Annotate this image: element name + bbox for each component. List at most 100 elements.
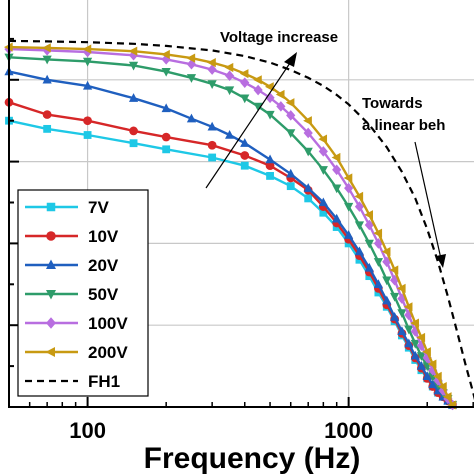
- data-point: [253, 75, 262, 85]
- legend-label: 200V: [88, 343, 128, 362]
- data-point: [396, 283, 406, 293]
- data-point: [373, 279, 383, 288]
- data-point: [45, 347, 55, 357]
- towards-linear-arrow: [414, 141, 446, 268]
- data-point: [331, 152, 341, 163]
- data-point: [42, 110, 52, 119]
- data-point: [344, 202, 354, 212]
- data-point: [332, 213, 342, 223]
- data-point: [286, 168, 296, 178]
- data-point: [354, 221, 365, 231]
- data-point: [46, 290, 56, 300]
- data-point: [161, 103, 171, 113]
- series-fh1: [8, 39, 474, 401]
- data-point: [46, 259, 56, 269]
- data-point: [438, 381, 447, 392]
- legend-items: 7V 10V 20V 50V 100V 200V FH1: [25, 198, 128, 391]
- data-point: [404, 325, 414, 335]
- legend-item: 50V: [25, 285, 119, 304]
- data-point: [82, 44, 92, 54]
- legend-label: 50V: [88, 285, 119, 304]
- data-point: [42, 43, 51, 53]
- data-point: [186, 58, 197, 70]
- data-point: [42, 74, 52, 84]
- data-point: [428, 379, 438, 389]
- data-point: [332, 184, 342, 194]
- data-point: [239, 69, 249, 79]
- legend-label: 100V: [88, 314, 128, 333]
- data-point: [276, 101, 286, 112]
- data-point: [416, 352, 427, 361]
- legend-item: 20V: [25, 256, 119, 275]
- data-point: [207, 58, 216, 68]
- data-point: [253, 102, 263, 112]
- legend-label: 10V: [88, 227, 119, 246]
- data-point: [344, 182, 354, 194]
- data-point: [410, 350, 420, 360]
- data-point: [83, 131, 92, 139]
- legend-label: FH1: [88, 372, 120, 391]
- data-point: [162, 145, 171, 154]
- annotation-towards: Towards: [362, 95, 423, 112]
- data-point: [318, 146, 328, 157]
- data-point: [416, 332, 426, 343]
- data-point: [373, 258, 383, 267]
- legend-item: 7V: [25, 198, 109, 217]
- data-point: [410, 339, 420, 349]
- data-point: [265, 110, 275, 120]
- legend-item: 10V: [25, 227, 119, 246]
- data-point: [265, 154, 275, 164]
- data-point: [390, 274, 400, 286]
- x-tick-label: 100: [69, 418, 106, 443]
- tick-layer: 100 1000: [9, 37, 474, 443]
- data-point: [343, 173, 353, 183]
- x-axis-label: Frequency (Hz): [144, 442, 361, 474]
- data-point: [438, 385, 448, 396]
- data-point: [186, 113, 197, 123]
- data-point: [253, 84, 263, 96]
- data-point: [128, 93, 139, 102]
- data-point: [416, 361, 427, 370]
- data-point: [422, 347, 431, 357]
- series-200v: [3, 42, 457, 410]
- data-point: [319, 208, 328, 217]
- data-point: [442, 392, 452, 402]
- data-point: [207, 140, 217, 150]
- data-point: [427, 359, 437, 369]
- data-point: [397, 326, 407, 336]
- data-point: [46, 202, 56, 212]
- data-point: [82, 80, 93, 90]
- annotation-voltage-increase: Voltage increase: [220, 29, 338, 46]
- data-point: [303, 147, 313, 157]
- data-point: [318, 134, 328, 144]
- legend-item: 200V: [25, 343, 128, 362]
- data-point: [129, 126, 138, 136]
- data-point: [240, 77, 250, 88]
- data-point: [207, 80, 217, 89]
- data-point: [286, 129, 296, 139]
- data-point: [381, 246, 391, 257]
- data-point: [354, 201, 365, 212]
- data-point: [364, 219, 374, 231]
- data-point: [432, 371, 442, 381]
- data-point: [161, 49, 170, 60]
- data-point: [225, 70, 235, 81]
- data-point: [83, 116, 92, 126]
- data-point: [264, 82, 274, 92]
- data-point: [422, 371, 432, 381]
- data-point: [410, 318, 419, 328]
- data-point: [225, 86, 235, 96]
- data-point: [397, 309, 407, 318]
- legend-item: 100V: [25, 314, 128, 333]
- data-point: [382, 256, 392, 268]
- data-point: [382, 295, 392, 305]
- legend-item: FH1: [25, 372, 120, 391]
- data-point: [382, 276, 392, 286]
- data-point: [240, 138, 250, 147]
- series-line: [8, 39, 474, 401]
- data-point: [303, 127, 313, 139]
- legend-label: 20V: [88, 256, 119, 275]
- data-point: [404, 309, 414, 321]
- data-point: [46, 231, 56, 241]
